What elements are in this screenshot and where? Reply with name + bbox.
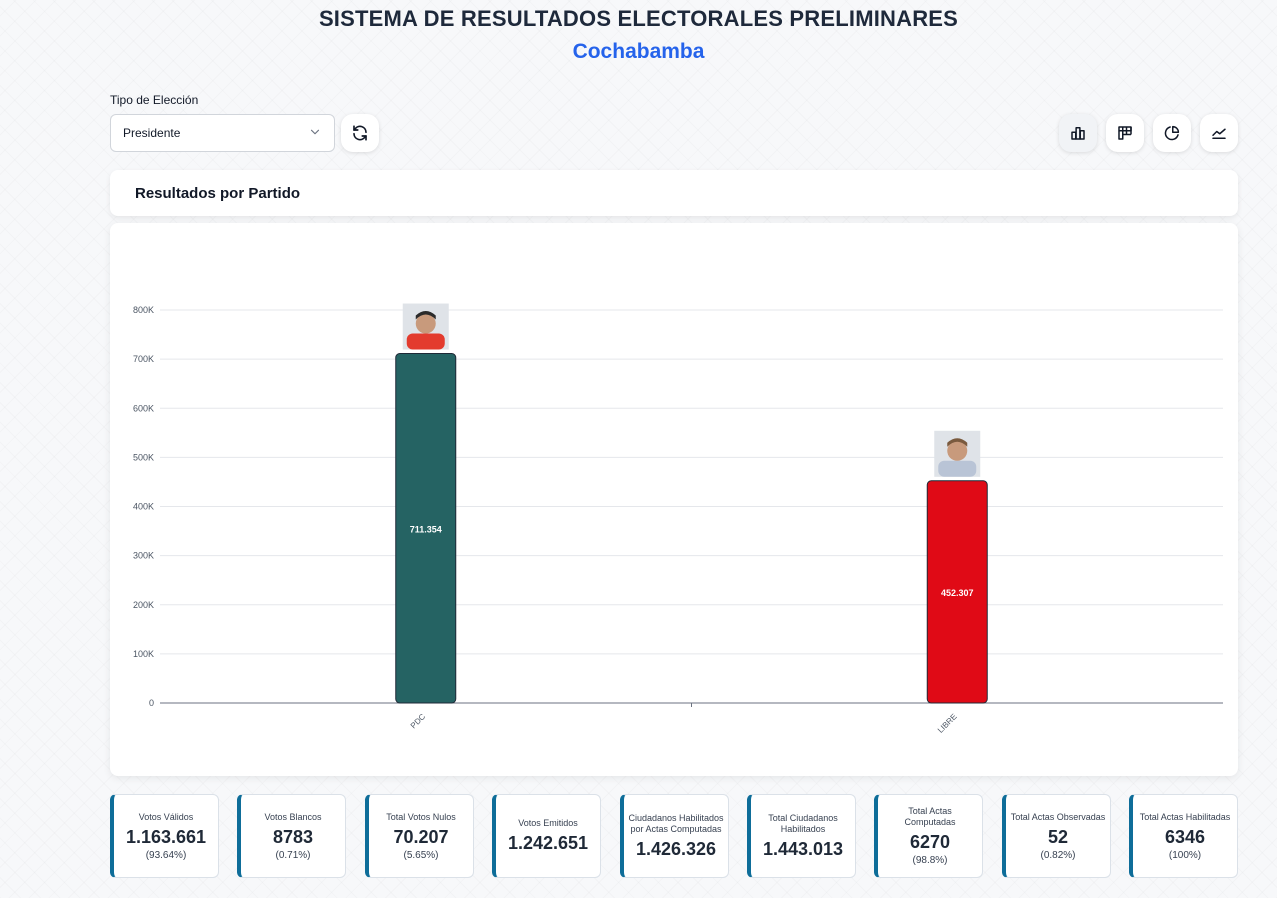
stat-value: 6346 bbox=[1164, 826, 1206, 847]
stats-row: Votos Válidos 1.163.661 (93.64%) Votos Blan… bbox=[110, 794, 1238, 878]
stat-card: Total Actas Observadas 52 (0.82%) bbox=[1002, 794, 1111, 878]
y-tick-label: 300K bbox=[133, 551, 154, 561]
pie-chart-icon bbox=[1164, 125, 1180, 141]
region-subtitle: Cochabamba bbox=[572, 40, 705, 63]
stat-value: 1.443.013 bbox=[762, 838, 844, 859]
bar-libre bbox=[926, 480, 988, 704]
stat-label: Total Votos Nulos bbox=[386, 811, 456, 822]
y-tick-label: 0 bbox=[149, 698, 154, 708]
x-tick-label: PDC bbox=[409, 712, 427, 730]
stat-value: 8783 bbox=[272, 826, 314, 847]
stat-label: Ciudadanos Habilitados por Actas Computa… bbox=[628, 812, 724, 834]
stat-card: Ciudadanos Habilitados por Actas Computa… bbox=[620, 794, 729, 878]
stat-value: 6270 bbox=[909, 832, 951, 852]
y-tick-label: 400K bbox=[133, 502, 154, 512]
bar-value-label: 711.354 bbox=[410, 524, 442, 534]
candidate-photo-pdc bbox=[402, 303, 449, 350]
line-chart-icon bbox=[1212, 128, 1226, 139]
pie-chart-view-button[interactable] bbox=[1153, 114, 1191, 152]
election-type-label: Tipo de Elección bbox=[110, 93, 199, 107]
x-tick-label: LIBRE bbox=[936, 712, 959, 735]
candidate-photo-libre bbox=[934, 430, 981, 477]
line-chart-view-button[interactable] bbox=[1200, 114, 1238, 152]
stat-label: Votos Válidos bbox=[138, 811, 194, 822]
stat-label: Total Actas Observadas bbox=[1010, 811, 1106, 822]
y-tick-label: 200K bbox=[133, 600, 154, 610]
stat-card: Total Actas Computadas 6270 (98.8%) bbox=[874, 794, 983, 878]
stat-value: 70.207 bbox=[393, 826, 449, 847]
y-tick-label: 800K bbox=[133, 305, 154, 315]
stat-value: 1.426.326 bbox=[635, 838, 717, 859]
election-type-value: Presidente bbox=[123, 126, 181, 140]
stat-label: Votos Blancos bbox=[264, 811, 322, 822]
stat-percent: (98.8%) bbox=[912, 855, 948, 866]
stat-card: Votos Válidos 1.163.661 (93.64%) bbox=[110, 794, 219, 878]
bar-chart-view-button[interactable] bbox=[1059, 114, 1097, 152]
stat-value: 52 bbox=[1047, 826, 1069, 847]
stat-percent: (0.82%) bbox=[1040, 849, 1076, 861]
y-tick-label: 100K bbox=[133, 649, 154, 659]
stat-card: Votos Blancos 8783 (0.71%) bbox=[237, 794, 346, 878]
y-tick-label: 700K bbox=[133, 354, 154, 364]
stat-value: 1.242.651 bbox=[507, 833, 589, 853]
stat-label: Votos Emitidos bbox=[518, 818, 578, 828]
stat-percent: (5.65%) bbox=[403, 849, 439, 861]
y-tick-label: 600K bbox=[133, 403, 154, 413]
stat-label: Total Actas Computadas bbox=[904, 806, 956, 827]
refresh-button[interactable] bbox=[341, 114, 379, 152]
chart-card: 0 100K 200K 300K 400K 500K 600K 700K 800K 711.354… bbox=[110, 223, 1238, 776]
stat-card: Total Actas Habilitadas 6346 (100%) bbox=[1129, 794, 1238, 878]
stat-percent: (93.64%) bbox=[145, 849, 187, 861]
table-view-button[interactable] bbox=[1106, 114, 1144, 152]
results-section-title: Resultados por Partido bbox=[135, 184, 301, 202]
bar-chart-icon bbox=[1071, 127, 1085, 140]
bar-pdc bbox=[395, 353, 457, 704]
bar-chart: 0 100K 200K 300K 400K 500K 600K 700K 800K 711.354… bbox=[133, 303, 1223, 735]
stat-value: 1.163.661 bbox=[125, 826, 207, 847]
chevron-down-icon bbox=[310, 129, 320, 135]
y-tick-label: 500K bbox=[133, 452, 154, 462]
stat-card: Total Ciudadanos Habilitados 1.443.013 bbox=[747, 794, 856, 878]
bar-value-label: 452.307 bbox=[941, 588, 974, 598]
stat-card: Total Votos Nulos 70.207 (5.65%) bbox=[365, 794, 474, 878]
stat-label: Total Actas Habilitadas bbox=[1139, 811, 1231, 822]
election-type-select[interactable]: Presidente bbox=[110, 114, 335, 152]
stat-card: Votos Emitidos 1.242.651 bbox=[492, 794, 601, 878]
stat-percent: (0.71%) bbox=[275, 849, 311, 861]
table-grid-icon bbox=[1118, 126, 1132, 140]
stat-percent: (100%) bbox=[1168, 849, 1202, 861]
page-title: SISTEMA DE RESULTADOS ELECTORALES PRELIM… bbox=[318, 6, 959, 31]
stat-label: Total Ciudadanos Habilitados bbox=[768, 812, 838, 834]
refresh-icon bbox=[353, 125, 367, 141]
results-section-header: Resultados por Partido bbox=[110, 170, 1238, 216]
